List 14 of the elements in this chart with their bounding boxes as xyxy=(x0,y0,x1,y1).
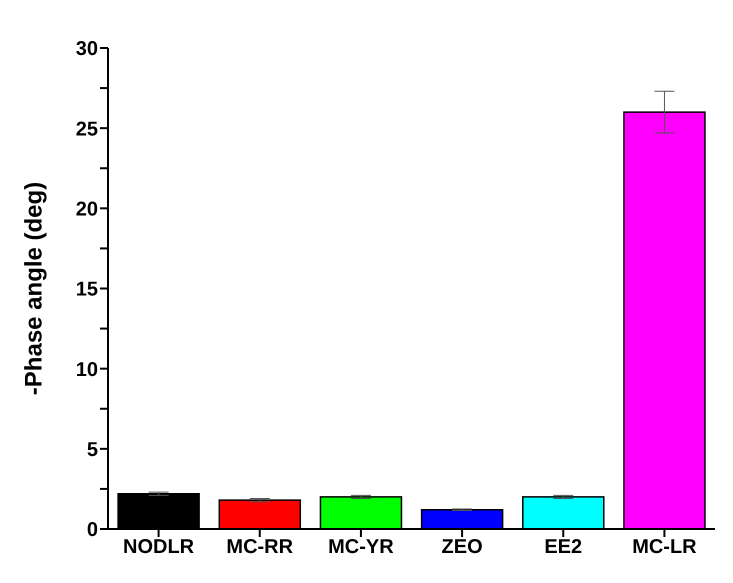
y-tick-label: 20 xyxy=(76,198,98,220)
x-tick-label: MC-RR xyxy=(226,536,294,558)
x-tick-label: NODLR xyxy=(123,536,195,558)
y-tick-label: 25 xyxy=(76,118,98,140)
x-tick-label: MC-YR xyxy=(328,536,394,558)
x-tick-label: MC-LR xyxy=(632,536,698,558)
y-tick-label: 10 xyxy=(76,358,98,381)
x-tick-label: EE2 xyxy=(544,536,582,558)
y-tick-label: 5 xyxy=(86,438,98,461)
x-tick-label: ZEO xyxy=(442,536,483,558)
y-tick-label: 30 xyxy=(76,38,98,60)
y-axis-title: -Phase angle (deg) xyxy=(20,182,48,396)
y-tick-label: 0 xyxy=(86,519,98,542)
y-tick-label: 15 xyxy=(76,278,98,301)
